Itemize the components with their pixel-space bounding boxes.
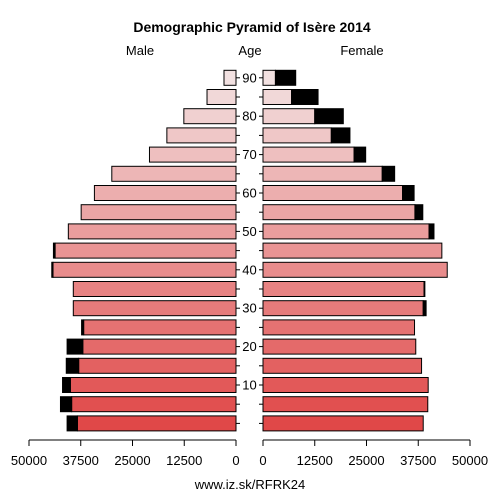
female-bar-85-89 <box>262 89 293 105</box>
female-bar-65-69 <box>262 165 383 182</box>
age-tick-label: 70 <box>242 147 256 162</box>
female-x-tick-label: 37500 <box>400 453 436 468</box>
male-excess-5-9 <box>59 396 73 413</box>
female-bar-25-29 <box>262 319 416 336</box>
age-tick-label: 50 <box>242 224 256 239</box>
male-bar-65-69 <box>111 165 237 182</box>
male-excess-0-4 <box>66 415 78 432</box>
male-x-tick-label: 12500 <box>166 453 202 468</box>
male-excess-40-44 <box>51 261 54 278</box>
male-bar-45-49 <box>54 242 237 259</box>
age-label: Age <box>238 43 261 58</box>
age-tick-label: 40 <box>242 262 256 277</box>
male-x-tick-label: 25000 <box>114 453 150 468</box>
age-tick-label: 20 <box>242 339 256 354</box>
female-bar-10-14 <box>262 377 429 393</box>
male-excess-15-19 <box>65 357 80 374</box>
female-excess-50-54 <box>428 223 435 240</box>
male-x-tick-label: 37500 <box>63 453 99 468</box>
male-bar-30-34 <box>72 300 237 317</box>
female-bar-0-4 <box>262 415 424 432</box>
female-x-tick-label: 25000 <box>348 453 384 468</box>
male-x-tick-label: 0 <box>232 453 239 468</box>
footer-source: www.iz.sk/RFRK24 <box>194 477 306 492</box>
male-x-tick-label: 50000 <box>11 453 47 468</box>
female-excess-35-39 <box>423 281 426 297</box>
male-x-axis: 50000 37500 25000 12500 0 <box>11 439 240 468</box>
male-bar-10-14 <box>69 377 237 393</box>
male-bar-40-44 <box>52 261 237 278</box>
age-tick-label: 10 <box>242 378 256 393</box>
female-bar-35-39 <box>262 281 425 297</box>
female-x-axis: 0 12500 25000 37500 50000 <box>259 439 488 468</box>
male-label: Male <box>126 43 154 58</box>
male-bar-0-4 <box>76 415 237 432</box>
male-excess-25-29 <box>81 319 85 336</box>
female-excess-85-89 <box>291 89 319 105</box>
male-bar-80-84 <box>183 108 237 125</box>
male-bar-55-59 <box>80 204 237 221</box>
male-bar-35-39 <box>72 281 237 297</box>
female-bar-90+ <box>262 69 276 86</box>
female-excess-90+ <box>274 69 297 86</box>
age-tick-label: 90 <box>242 70 256 85</box>
female-bar-50-54 <box>262 223 430 240</box>
age-tick-label: 80 <box>242 109 256 124</box>
female-bar-55-59 <box>262 204 416 221</box>
female-bar-45-49 <box>262 242 443 259</box>
male-bar-70-74 <box>148 146 237 163</box>
male-bar-25-29 <box>83 319 237 336</box>
female-excess-60-64 <box>402 185 415 201</box>
male-bar-50-54 <box>67 223 237 240</box>
female-bar-80-84 <box>262 108 316 125</box>
female-excess-30-34 <box>422 300 427 317</box>
male-bar-15-19 <box>78 357 237 374</box>
female-bar-70-74 <box>262 146 355 163</box>
male-bar-60-64 <box>93 185 237 201</box>
female-x-tick-label: 50000 <box>452 453 488 468</box>
male-bar-85-89 <box>206 89 237 105</box>
male-bar-90+ <box>223 69 237 86</box>
female-excess-75-79 <box>330 127 351 144</box>
male-excess-45-49 <box>52 242 56 259</box>
male-bar-5-9 <box>71 396 237 413</box>
male-bar-20-24 <box>82 338 237 355</box>
age-axis: 10 20 30 40 50 60 70 80 90 <box>236 70 263 424</box>
female-excess-55-59 <box>414 204 424 221</box>
male-excess-10-14 <box>62 377 71 393</box>
chart-title: Demographic Pyramid of Isère 2014 <box>133 19 371 35</box>
female-x-tick-label: 12500 <box>297 453 333 468</box>
age-tick-label: 30 <box>242 301 256 316</box>
female-excess-80-84 <box>314 108 344 125</box>
female-label: Female <box>340 43 383 58</box>
female-bar-60-64 <box>262 185 404 201</box>
age-tick-label: 60 <box>242 186 256 201</box>
male-bars <box>51 69 237 432</box>
female-excess-70-74 <box>353 146 367 163</box>
male-excess-20-24 <box>66 338 84 355</box>
female-bar-15-19 <box>262 357 423 374</box>
female-bar-30-34 <box>262 300 424 317</box>
female-x-tick-label: 0 <box>259 453 266 468</box>
female-excess-65-69 <box>381 165 396 182</box>
female-bar-40-44 <box>262 261 448 278</box>
female-bar-20-24 <box>262 338 417 355</box>
female-bar-5-9 <box>262 396 429 413</box>
female-bar-75-79 <box>262 127 332 144</box>
female-bars <box>262 69 448 432</box>
male-bar-75-79 <box>166 127 237 144</box>
